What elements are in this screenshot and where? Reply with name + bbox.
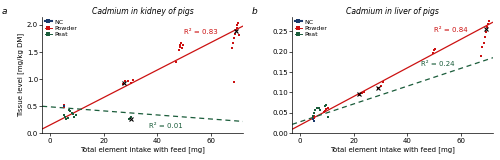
Title: Cadmium in kidney of pigs: Cadmium in kidney of pigs [92,7,194,16]
Title: Cadmium in liver of pigs: Cadmium in liver of pigs [346,7,439,16]
Legend: NC, Powder, Peat: NC, Powder, Peat [44,19,78,38]
Text: R² = 0.84: R² = 0.84 [434,27,468,33]
Text: R² = 0.24: R² = 0.24 [420,61,454,67]
Text: R² = 0.83: R² = 0.83 [184,29,218,35]
Text: R² = 0.01: R² = 0.01 [150,123,183,129]
Text: a: a [2,8,8,16]
X-axis label: Total element intake with feed [mg]: Total element intake with feed [mg] [80,146,205,153]
Legend: NC, Powder, Peat: NC, Powder, Peat [294,19,328,38]
X-axis label: Total element intake with feed [mg]: Total element intake with feed [mg] [330,146,455,153]
Y-axis label: Tissue level [mg/kg DM]: Tissue level [mg/kg DM] [17,33,24,117]
Text: b: b [252,8,258,16]
